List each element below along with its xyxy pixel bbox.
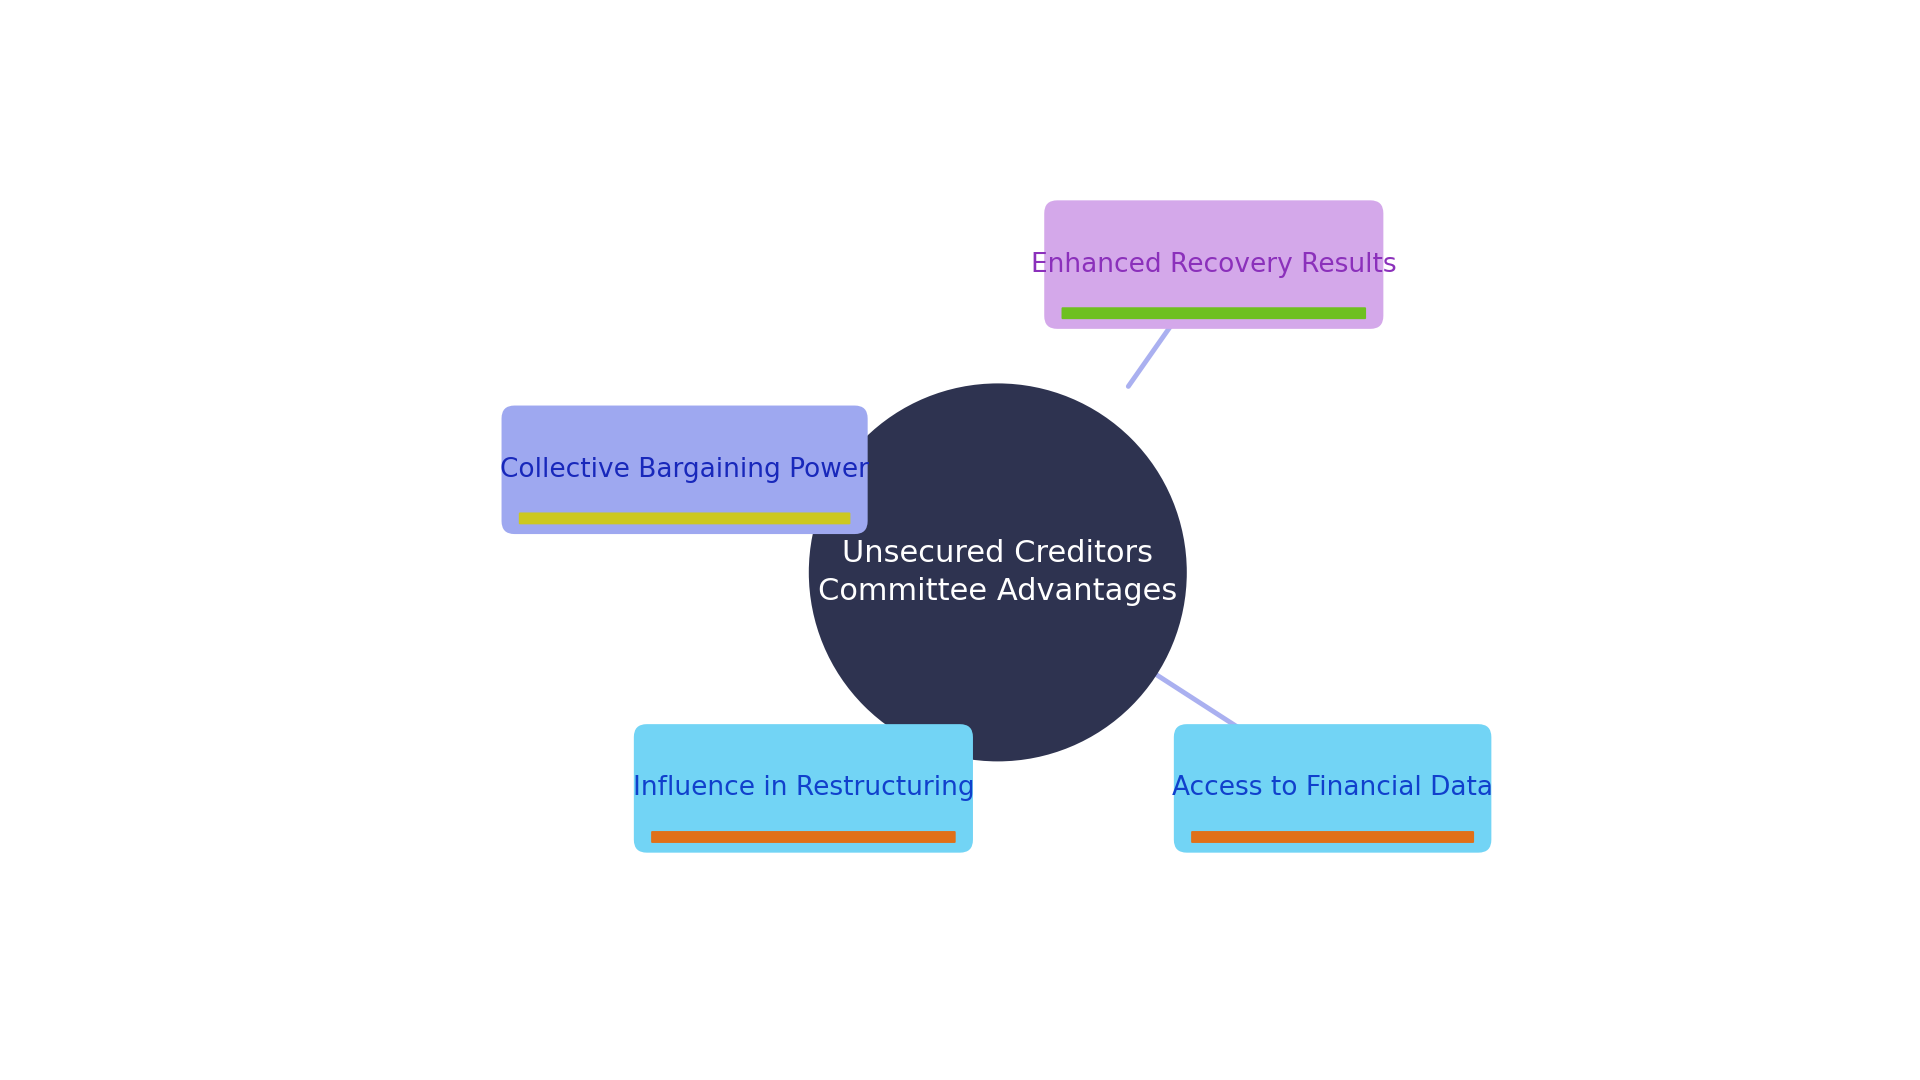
Circle shape: [808, 383, 1187, 761]
Text: Unsecured Creditors
Committee Advantages: Unsecured Creditors Committee Advantages: [818, 539, 1177, 606]
FancyBboxPatch shape: [1062, 307, 1365, 320]
FancyBboxPatch shape: [1044, 201, 1382, 328]
Text: Collective Bargaining Power: Collective Bargaining Power: [499, 457, 870, 483]
FancyBboxPatch shape: [651, 832, 956, 842]
FancyBboxPatch shape: [518, 513, 851, 525]
Text: Enhanced Recovery Results: Enhanced Recovery Results: [1031, 252, 1396, 278]
FancyBboxPatch shape: [634, 724, 973, 853]
FancyBboxPatch shape: [501, 406, 868, 535]
Text: Access to Financial Data: Access to Financial Data: [1171, 775, 1494, 801]
Text: Influence in Restructuring: Influence in Restructuring: [632, 775, 973, 801]
FancyBboxPatch shape: [1190, 832, 1475, 842]
FancyBboxPatch shape: [1173, 724, 1492, 853]
